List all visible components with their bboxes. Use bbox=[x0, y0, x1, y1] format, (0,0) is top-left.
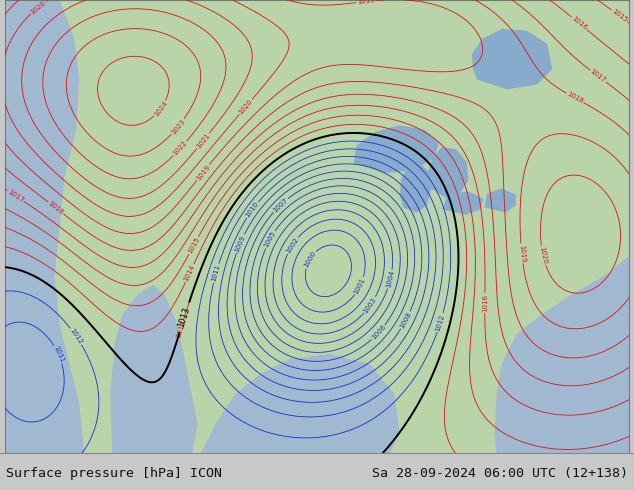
Text: 1011: 1011 bbox=[210, 264, 221, 283]
Text: 1019: 1019 bbox=[195, 164, 211, 181]
Polygon shape bbox=[202, 355, 399, 453]
Text: 1019: 1019 bbox=[357, 0, 375, 5]
Text: 1012: 1012 bbox=[68, 327, 84, 345]
Polygon shape bbox=[4, 0, 84, 453]
Text: 1020: 1020 bbox=[238, 98, 254, 116]
Text: 1017: 1017 bbox=[6, 189, 25, 203]
Polygon shape bbox=[401, 163, 430, 212]
Text: 1004: 1004 bbox=[385, 270, 396, 289]
Text: 1014: 1014 bbox=[183, 264, 196, 283]
Text: 1006: 1006 bbox=[370, 324, 387, 341]
Text: 1013: 1013 bbox=[177, 306, 192, 329]
Text: 1017: 1017 bbox=[589, 69, 607, 84]
Text: 1011: 1011 bbox=[52, 345, 65, 364]
Text: 1022: 1022 bbox=[172, 140, 188, 157]
Text: 1002: 1002 bbox=[285, 236, 300, 255]
Text: 1018: 1018 bbox=[47, 200, 65, 216]
Text: 1021: 1021 bbox=[195, 132, 211, 149]
Text: 1018: 1018 bbox=[566, 91, 585, 105]
Text: 1000: 1000 bbox=[302, 250, 317, 269]
Text: 1015: 1015 bbox=[611, 8, 628, 24]
Text: 1007: 1007 bbox=[272, 196, 289, 214]
Text: 1024: 1024 bbox=[153, 100, 168, 118]
Polygon shape bbox=[443, 192, 482, 214]
Polygon shape bbox=[354, 126, 438, 172]
Text: 1015: 1015 bbox=[187, 236, 201, 255]
Text: 1020: 1020 bbox=[538, 246, 548, 265]
Polygon shape bbox=[495, 256, 630, 453]
Text: 1005: 1005 bbox=[263, 230, 277, 249]
Text: 1012: 1012 bbox=[435, 313, 446, 332]
Text: 1008: 1008 bbox=[399, 311, 413, 330]
Polygon shape bbox=[473, 29, 552, 89]
Text: 1003: 1003 bbox=[363, 296, 378, 314]
Text: 1010: 1010 bbox=[245, 201, 260, 219]
Text: 1013: 1013 bbox=[175, 319, 186, 338]
Text: 1001: 1001 bbox=[353, 277, 366, 295]
Text: 1016: 1016 bbox=[571, 15, 588, 31]
Text: 1009: 1009 bbox=[234, 234, 247, 253]
Polygon shape bbox=[486, 189, 515, 212]
Polygon shape bbox=[429, 148, 468, 197]
Text: Surface pressure [hPa] ICON: Surface pressure [hPa] ICON bbox=[6, 467, 223, 480]
Text: Sa 28-09-2024 06:00 UTC (12+138): Sa 28-09-2024 06:00 UTC (12+138) bbox=[372, 467, 628, 480]
Text: 1019: 1019 bbox=[518, 244, 526, 263]
Text: 1016: 1016 bbox=[482, 294, 488, 312]
Text: 1020: 1020 bbox=[29, 0, 47, 15]
Text: 1023: 1023 bbox=[170, 118, 186, 135]
Polygon shape bbox=[111, 286, 197, 453]
